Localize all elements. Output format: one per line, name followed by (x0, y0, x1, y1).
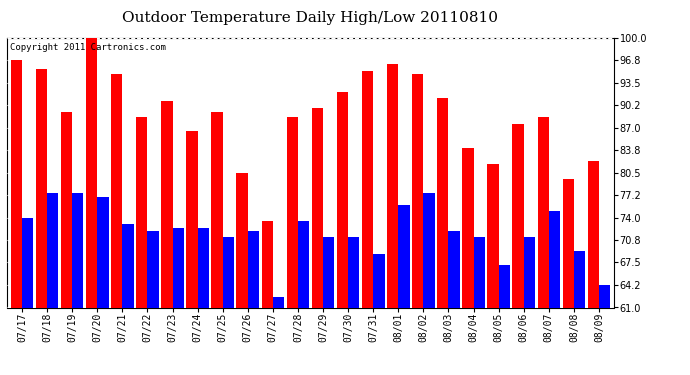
Bar (248, 231, 259, 308)
Bar (462, 148, 473, 308)
Bar (538, 117, 549, 308)
Text: Copyright 2011 Cartronics.com: Copyright 2011 Cartronics.com (10, 43, 166, 52)
Bar (72, 193, 83, 308)
Bar (513, 124, 524, 308)
Bar (348, 237, 359, 308)
Bar (237, 172, 248, 308)
Text: Outdoor Temperature Daily High/Low 20110810: Outdoor Temperature Daily High/Low 20110… (123, 11, 498, 25)
Bar (111, 74, 122, 308)
Bar (412, 74, 424, 308)
Bar (223, 237, 234, 308)
Bar (161, 101, 172, 308)
Bar (136, 117, 148, 308)
Bar (273, 297, 284, 307)
Bar (362, 71, 373, 308)
Bar (373, 254, 384, 308)
Bar (122, 224, 134, 308)
Bar (262, 221, 273, 308)
Bar (47, 193, 59, 308)
Bar (524, 237, 535, 308)
Bar (387, 64, 398, 308)
Bar (97, 197, 108, 308)
Bar (424, 193, 435, 308)
Bar (562, 179, 574, 308)
Bar (574, 251, 585, 308)
Bar (599, 285, 611, 308)
Bar (36, 69, 47, 308)
Bar (186, 131, 197, 308)
Bar (398, 205, 410, 308)
Bar (337, 92, 348, 308)
Bar (197, 228, 209, 308)
Bar (10, 60, 22, 308)
Bar (323, 237, 335, 308)
Bar (61, 112, 72, 308)
Bar (286, 117, 298, 308)
Bar (22, 217, 33, 308)
Bar (448, 231, 460, 308)
Bar (487, 164, 499, 308)
Bar (298, 221, 309, 308)
Bar (437, 98, 448, 308)
Bar (172, 228, 184, 308)
Bar (549, 211, 560, 308)
Bar (312, 108, 323, 308)
Bar (499, 265, 510, 308)
Bar (148, 231, 159, 308)
Bar (473, 237, 485, 308)
Bar (86, 38, 97, 308)
Bar (211, 112, 223, 308)
Bar (588, 161, 599, 308)
